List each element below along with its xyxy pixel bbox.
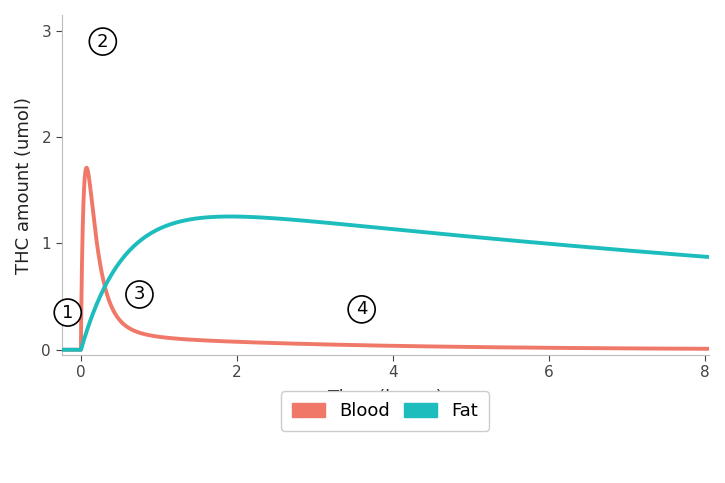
Y-axis label: THC amount (umol): THC amount (umol) xyxy=(15,97,33,273)
Text: 3: 3 xyxy=(133,285,145,303)
X-axis label: Time (hours): Time (hours) xyxy=(328,389,442,407)
Text: 1: 1 xyxy=(62,303,73,322)
Text: 2: 2 xyxy=(97,32,109,51)
Legend: Blood, Fat: Blood, Fat xyxy=(281,391,489,431)
Text: 4: 4 xyxy=(356,300,368,318)
